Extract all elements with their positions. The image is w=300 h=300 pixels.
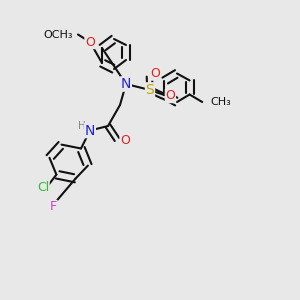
Text: S: S bbox=[146, 83, 154, 97]
Text: Cl: Cl bbox=[37, 181, 49, 194]
Text: H: H bbox=[78, 121, 86, 131]
Text: OCH₃: OCH₃ bbox=[43, 29, 73, 40]
Text: N: N bbox=[85, 124, 95, 137]
Text: F: F bbox=[50, 200, 57, 214]
Text: O: O bbox=[120, 134, 130, 147]
Text: CH₃: CH₃ bbox=[211, 97, 231, 107]
Text: N: N bbox=[121, 77, 131, 91]
Text: O: O bbox=[85, 35, 95, 49]
Text: O: O bbox=[151, 67, 160, 80]
Text: O: O bbox=[166, 89, 175, 103]
